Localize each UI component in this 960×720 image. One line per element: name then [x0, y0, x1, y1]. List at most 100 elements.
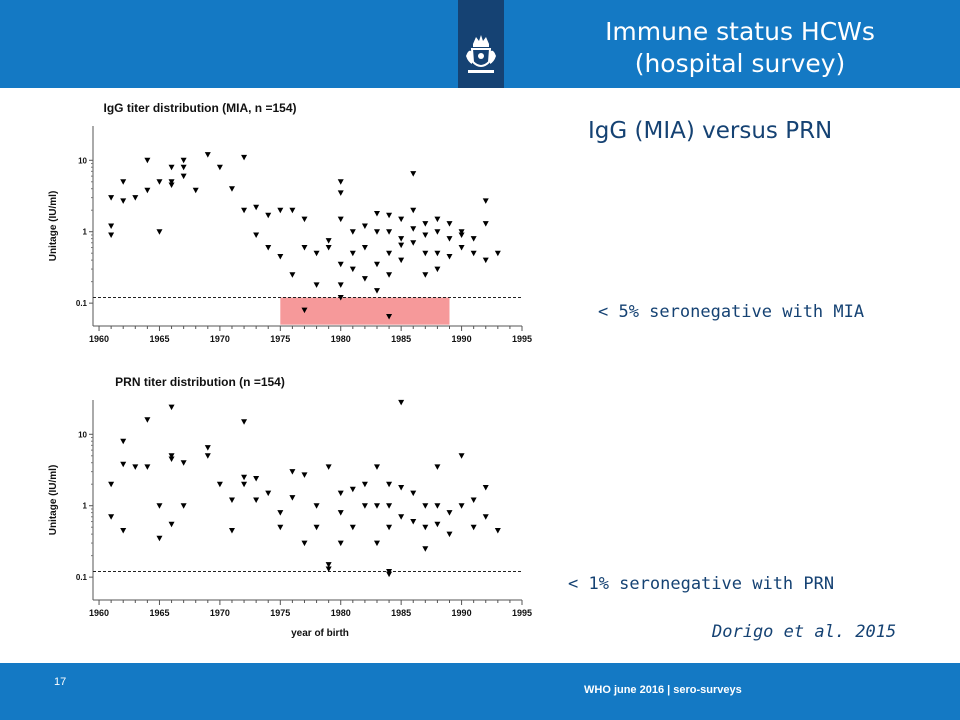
data-point	[108, 514, 115, 520]
data-point	[361, 245, 368, 251]
x-tick-label: 1970	[210, 334, 230, 344]
logo-strip	[458, 0, 504, 88]
x-tick-label: 1995	[512, 334, 532, 344]
data-point	[144, 464, 151, 470]
x-tick-label: 1970	[210, 608, 230, 618]
data-point	[301, 540, 308, 547]
data-point	[422, 503, 429, 509]
data-point	[144, 187, 151, 194]
data-point	[422, 524, 429, 531]
data-point	[144, 417, 151, 423]
data-point	[313, 524, 320, 531]
data-point	[446, 253, 453, 260]
data-point	[277, 253, 284, 260]
data-point	[132, 464, 139, 470]
data-point	[180, 173, 187, 180]
data-point	[337, 216, 344, 223]
data-point	[349, 524, 356, 531]
data-point	[434, 503, 441, 509]
data-point	[482, 198, 489, 204]
data-point	[108, 481, 115, 488]
chart-title: IgG titer distribution (MIA, n =154)	[103, 101, 296, 115]
data-point	[446, 531, 453, 538]
data-point	[361, 481, 368, 488]
data-point	[386, 571, 393, 578]
data-point	[386, 524, 393, 531]
data-point	[386, 229, 393, 235]
x-tick-label: 1965	[149, 334, 169, 344]
data-point	[361, 276, 368, 282]
data-point	[422, 221, 429, 227]
y-tick-label: 0.1	[76, 299, 88, 308]
prn-seronegative-note: < 1% seronegative with PRN	[568, 574, 835, 594]
data-point	[241, 419, 248, 425]
data-point	[168, 456, 175, 463]
x-tick-label: 1990	[452, 334, 472, 344]
x-tick-label: 1975	[270, 608, 290, 618]
data-point	[301, 216, 308, 223]
data-point	[434, 521, 441, 528]
data-point	[325, 562, 332, 568]
data-point	[168, 521, 175, 528]
y-tick-label: 0.1	[76, 573, 88, 582]
data-point	[386, 481, 393, 488]
data-point	[482, 484, 489, 491]
data-point	[120, 438, 127, 445]
data-point	[373, 503, 380, 509]
data-point	[180, 460, 187, 466]
data-point	[216, 164, 223, 171]
data-point	[313, 503, 320, 509]
data-point	[168, 179, 175, 185]
x-tick-label: 1960	[89, 334, 109, 344]
data-point	[216, 481, 223, 488]
data-point	[132, 195, 139, 201]
data-point	[108, 195, 115, 201]
data-point	[458, 232, 465, 238]
data-point	[253, 497, 260, 504]
data-point	[204, 445, 211, 451]
data-point	[458, 229, 465, 235]
data-point	[434, 216, 441, 223]
page-number: 17	[54, 676, 67, 688]
data-point	[241, 474, 248, 481]
data-point	[398, 242, 405, 249]
data-point	[289, 495, 296, 501]
data-point	[337, 190, 344, 196]
data-point	[253, 232, 260, 238]
data-point	[168, 182, 175, 189]
data-point	[446, 510, 453, 516]
data-point	[265, 245, 272, 251]
data-point	[204, 152, 211, 158]
title-line-2: (hospital survey)	[634, 49, 846, 78]
data-point	[253, 204, 260, 211]
data-point	[325, 464, 332, 470]
mia-titer-chart: IgG titer distribution (MIA, n =154) 10 1 0…	[48, 101, 532, 344]
data-point	[241, 207, 248, 214]
data-point	[337, 179, 344, 185]
data-point	[422, 250, 429, 257]
data-point	[422, 546, 429, 552]
data-point	[108, 223, 115, 230]
data-point	[204, 453, 211, 459]
data-point	[373, 464, 380, 470]
data-point	[470, 236, 477, 242]
data-point	[386, 272, 393, 278]
chart-title: PRN titer distribution (n =154)	[115, 375, 285, 389]
data-point	[410, 171, 417, 177]
data-point	[120, 179, 127, 185]
data-point	[168, 453, 175, 459]
data-point	[192, 187, 199, 194]
data-point	[337, 282, 344, 288]
data-point	[289, 207, 296, 214]
x-tick-label: 1985	[391, 334, 411, 344]
data-point	[108, 232, 115, 238]
data-point	[241, 481, 248, 488]
data-point	[410, 207, 417, 214]
footer-text: WHO june 2016 | sero-surveys	[584, 684, 742, 696]
data-point	[482, 221, 489, 227]
data-point	[494, 250, 501, 257]
data-point	[398, 399, 405, 406]
data-point	[120, 198, 127, 204]
data-point	[410, 240, 417, 246]
data-point	[494, 527, 501, 534]
